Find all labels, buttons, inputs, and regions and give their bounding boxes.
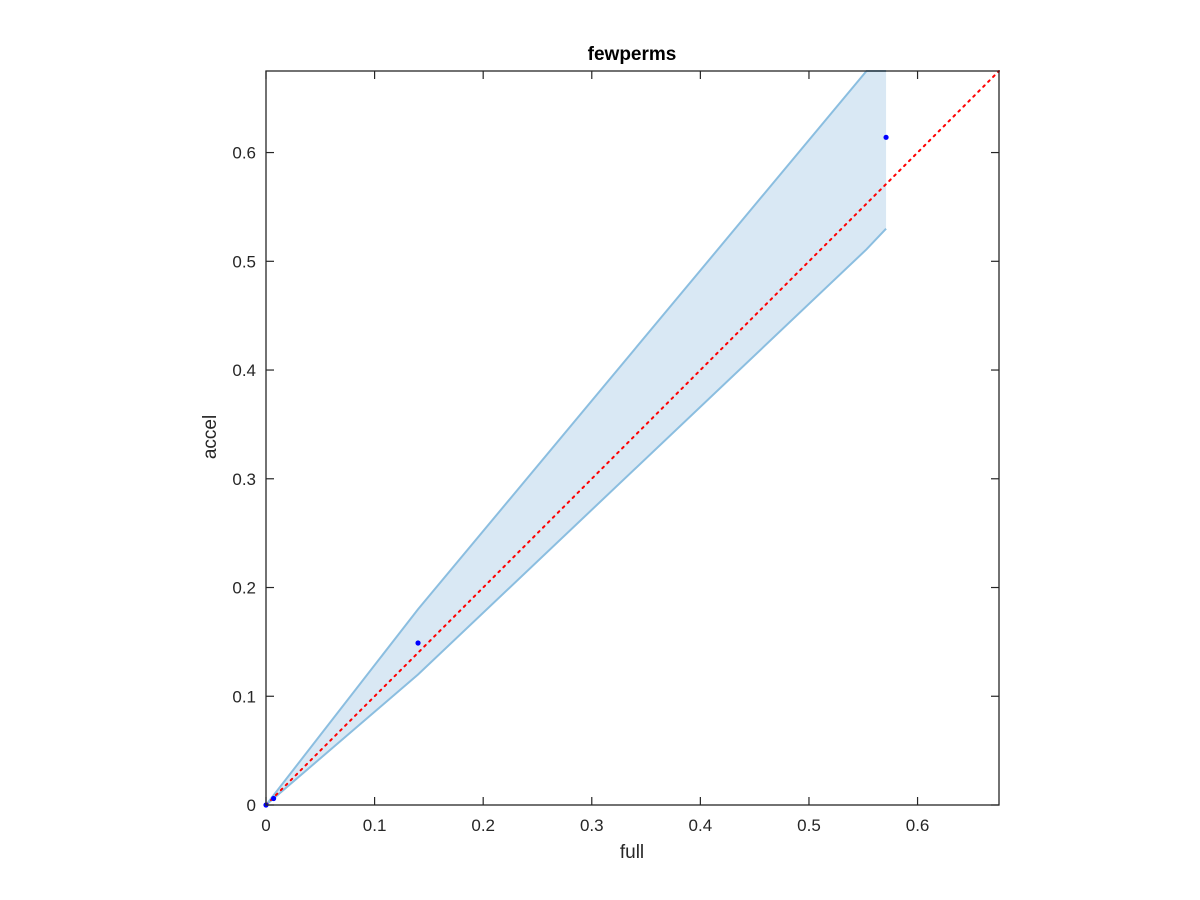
band-fill: [266, 71, 887, 805]
x-tick-label: 0.1: [363, 816, 387, 835]
x-tick-label: 0: [261, 816, 270, 835]
axes-box: [265, 70, 1000, 806]
x-tick-label: 0.2: [471, 816, 495, 835]
y-tick-label: 0.1: [232, 687, 256, 706]
x-tick-label: 0.5: [797, 816, 821, 835]
y-tick-label: 0.4: [232, 361, 256, 380]
data-point: [883, 134, 889, 140]
y-tick-label: 0.2: [232, 579, 256, 598]
x-tick-label: 0.3: [580, 816, 604, 835]
data-point: [415, 640, 421, 646]
x-tick-label: 0.6: [906, 816, 930, 835]
x-axis-label: full: [620, 842, 644, 863]
y-tick-label: 0.3: [232, 470, 256, 489]
reference-line: [265, 70, 1000, 806]
x-tick-label: 0.4: [689, 816, 713, 835]
band-lower-line: [265, 227, 887, 806]
y-tick-label: 0.5: [232, 252, 256, 271]
y-tick-label: 0: [247, 796, 256, 815]
data-point: [271, 795, 277, 802]
chart-title: fewperms: [588, 44, 677, 65]
plot-area: 0 0.1 0.2 0.3 0.4 0.5 0.6 0 0.1 0.2 0.3 0.4 0.5 0.6: [232, 70, 1000, 835]
y-tick-label: 0.6: [232, 144, 256, 163]
y-axis-label: accel: [200, 415, 221, 459]
